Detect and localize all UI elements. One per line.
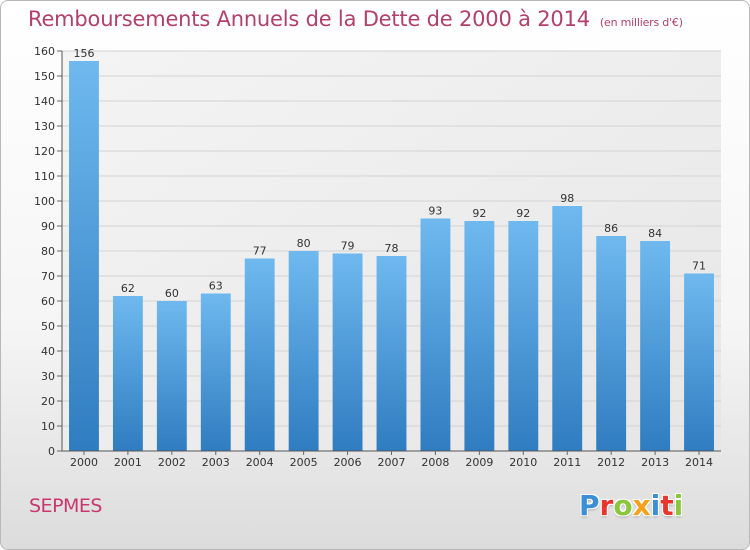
logo-letter: i	[650, 489, 661, 522]
y-tick-label: 100	[34, 195, 55, 208]
bar-2013	[640, 241, 671, 451]
chart-title: Remboursements Annuels de la Dette de 20…	[28, 7, 683, 31]
bar-2014	[684, 273, 714, 451]
x-tick-label-2009: 2009	[465, 456, 493, 469]
data-label-2012: 86	[604, 222, 618, 235]
bar-2006	[332, 253, 363, 451]
data-label-2010: 92	[516, 207, 530, 220]
bar-2012	[596, 236, 627, 451]
data-label-2002: 60	[165, 287, 179, 300]
data-label-2005: 80	[297, 237, 311, 250]
chart-title-text: Remboursements Annuels de la Dette de 20…	[28, 7, 590, 31]
bar-2003	[200, 293, 231, 451]
y-tick-label: 90	[41, 220, 55, 233]
bar-2007	[376, 256, 407, 451]
logo-letter: P	[579, 489, 600, 522]
y-tick-label: 160	[34, 45, 55, 58]
y-tick-label: 110	[34, 170, 55, 183]
proxiti-logo[interactable]: Proxiti	[579, 489, 683, 522]
data-label-2011: 98	[560, 192, 574, 205]
x-tick-label-2007: 2007	[378, 456, 406, 469]
logo-letter: o	[613, 489, 633, 522]
y-tick-label: 20	[41, 395, 55, 408]
x-tick-label-2010: 2010	[509, 456, 537, 469]
bar-2002	[156, 301, 187, 451]
data-label-2001: 62	[121, 282, 135, 295]
bar-2009	[464, 221, 495, 451]
x-tick-label-2006: 2006	[334, 456, 362, 469]
y-tick-label: 130	[34, 120, 55, 133]
bars	[69, 61, 714, 451]
x-tick-label-2002: 2002	[158, 456, 186, 469]
data-label-2008: 93	[428, 205, 442, 218]
logo-letter: t	[660, 489, 674, 522]
bar-2004	[244, 258, 275, 451]
x-tick-label-2004: 2004	[246, 456, 274, 469]
y-tick-label: 50	[41, 320, 55, 333]
x-tick-label-2003: 2003	[202, 456, 230, 469]
data-label-2004: 77	[253, 245, 267, 258]
x-tick-label-2013: 2013	[641, 456, 669, 469]
x-tick-label-2014: 2014	[685, 456, 713, 469]
y-tick-label: 0	[48, 445, 55, 458]
data-label-2000: 156	[73, 47, 94, 60]
x-tick-label-2001: 2001	[114, 456, 142, 469]
data-label-2007: 78	[385, 242, 399, 255]
data-label-2006: 79	[341, 240, 355, 253]
logo-letter: i	[673, 489, 684, 522]
y-tick-label: 70	[41, 270, 55, 283]
bar-2005	[288, 251, 319, 451]
bar-2008	[420, 218, 451, 451]
bar-2000	[69, 61, 99, 451]
y-tick-label: 80	[41, 245, 55, 258]
chart-unit: (en milliers d'€)	[599, 16, 683, 29]
commune-name: SEPMES	[29, 495, 102, 517]
data-label-2013: 84	[648, 227, 662, 240]
bar-2010	[508, 221, 539, 451]
axes: 0 10 20 30 40 50 60 70 80 90 100 110 120 130 140 150 160…	[34, 45, 721, 469]
x-tick-label-2011: 2011	[553, 456, 581, 469]
bar-2001	[112, 296, 143, 451]
logo-letter: x	[632, 489, 651, 522]
y-tick-label: 30	[41, 370, 55, 383]
data-labels: 156 62 60 63 77 80 79 78 93 92 92 98 86 84 71	[73, 47, 706, 300]
bar-2011	[552, 206, 583, 451]
y-tick-label: 60	[41, 295, 55, 308]
logo-letter: r	[599, 489, 614, 522]
x-tick-label-2012: 2012	[597, 456, 625, 469]
y-tick-label: 140	[34, 95, 55, 108]
y-tick-label: 150	[34, 70, 55, 83]
x-tick-label-2008: 2008	[421, 456, 449, 469]
x-tick-label-2005: 2005	[290, 456, 318, 469]
data-label-2003: 63	[209, 280, 223, 293]
y-tick-label: 40	[41, 345, 55, 358]
y-tick-label: 120	[34, 145, 55, 158]
data-label-2014: 71	[692, 260, 706, 273]
y-tick-label: 10	[41, 420, 55, 433]
data-label-2009: 92	[472, 207, 486, 220]
x-tick-label-2000: 2000	[70, 456, 98, 469]
